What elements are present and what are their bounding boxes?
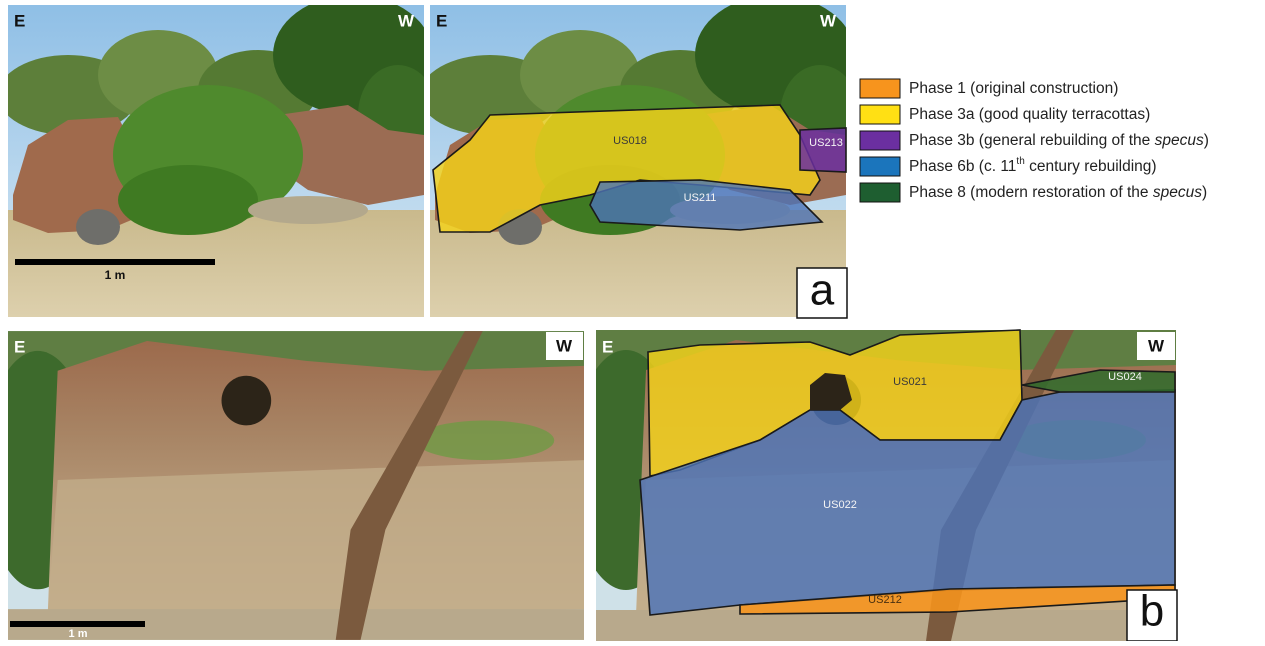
overlay-phase-3b (800, 128, 846, 172)
legend-swatch (860, 131, 900, 150)
photo (0, 331, 584, 640)
legend-label: Phase 6b (c. 11th century rebuilding) (909, 156, 1157, 175)
page: { "panel_a": { "letter": "a", "photo_lef… (0, 0, 1265, 641)
legend-label: Phase 1 (original construction) (909, 80, 1118, 97)
legend-emphasis: specus (1153, 184, 1202, 201)
legend-label: Phase 3b (general rebuilding of the spec… (909, 132, 1209, 149)
east-label: E (602, 337, 613, 356)
panel-letter: b (1140, 587, 1164, 636)
west-label: W (398, 11, 415, 30)
panel-letter: a (810, 266, 835, 315)
west-label: W (556, 336, 573, 355)
legend-emphasis: specus (1155, 132, 1204, 149)
legend: Phase 1 (original construction) Phase 3a … (860, 79, 1209, 202)
east-label: E (436, 11, 447, 30)
west-label: W (820, 11, 837, 30)
legend-text: Phase 6b (c. 11 (909, 158, 1016, 175)
scale-bar (10, 621, 145, 627)
unit-label: US212 (868, 594, 902, 606)
unit-label: US211 (684, 192, 717, 204)
unit-label: US018 (613, 135, 647, 147)
legend-label: Phase 8 (modern restoration of the specu… (909, 184, 1207, 201)
scale-label: 1 m (69, 628, 88, 640)
legend-swatch (860, 105, 900, 124)
legend-tail: ) (1204, 132, 1209, 149)
figure: 1 m E W E W US018 US211 US213 a Phase 1 … (0, 0, 1265, 641)
legend-swatch (860, 157, 900, 176)
legend-text: Phase 8 (modern restoration of the (909, 184, 1153, 201)
legend-text: Phase 1 (original construction) (909, 80, 1118, 97)
unit-label: US021 (893, 376, 927, 388)
legend-text: Phase 3a (good quality terracottas) (909, 106, 1150, 123)
legend-tail: ) (1202, 184, 1207, 201)
photo (0, 0, 438, 317)
legend-text: Phase 3b (general rebuilding of the (909, 132, 1155, 149)
east-label: E (14, 11, 25, 30)
unit-label: US213 (809, 137, 843, 149)
west-label: W (1148, 336, 1165, 355)
legend-swatch (860, 183, 900, 202)
scale-label: 1 m (105, 268, 126, 282)
unit-label: US022 (823, 499, 857, 511)
legend-tail: century rebuilding) (1025, 158, 1157, 175)
unit-label: US024 (1108, 371, 1142, 383)
scale-bar (15, 259, 215, 265)
legend-label: Phase 3a (good quality terracottas) (909, 106, 1150, 123)
legend-swatch (860, 79, 900, 98)
legend-superscript: th (1016, 156, 1024, 167)
east-label: E (14, 337, 25, 356)
